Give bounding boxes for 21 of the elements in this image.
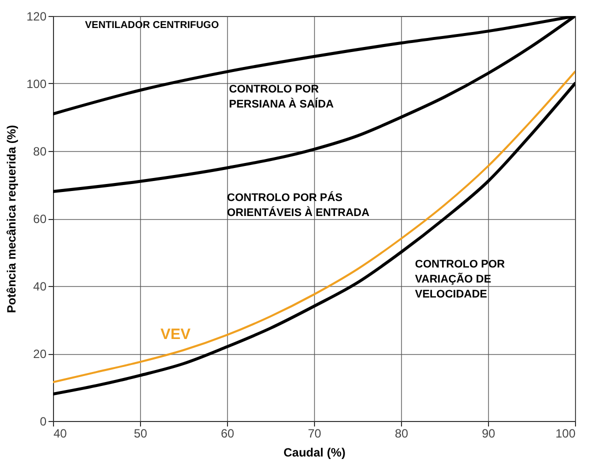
y-tick-label: 100	[26, 77, 47, 91]
series-label: VEV	[160, 326, 191, 344]
y-tick-label: 20	[33, 347, 47, 361]
x-tick-label: 90	[482, 426, 496, 440]
chart-title: VENTILADOR CENTRIFUGO	[84, 20, 220, 31]
x-tick-label: 60	[220, 426, 234, 440]
y-tick-label: 80	[33, 144, 47, 158]
y-axis-title: Potência mecânica requerida (%)	[4, 124, 18, 314]
series-label: CONTROLO POR VARIAÇÃO DE VELOCIDADE	[415, 258, 505, 300]
x-axis-title: Caudal (%)	[283, 446, 346, 460]
x-tick-label: 100	[555, 426, 576, 440]
series-label: CONTROLO POR PERSIANA À SAÍDA	[229, 84, 334, 111]
x-tick-label: 50	[134, 426, 148, 440]
x-tick-label: 40	[54, 426, 68, 440]
text: CONTROLO POR PÁS ORIENTÁVEIS À ENTRADA	[227, 190, 370, 219]
x-tick-label: 80	[394, 426, 408, 440]
y-tick-label: 40	[33, 280, 47, 294]
y-tick-label: 0	[40, 414, 47, 428]
y-tick-label: 120	[26, 10, 47, 24]
x-tick-label: 70	[308, 426, 322, 440]
y-tick-label: 60	[33, 212, 47, 226]
